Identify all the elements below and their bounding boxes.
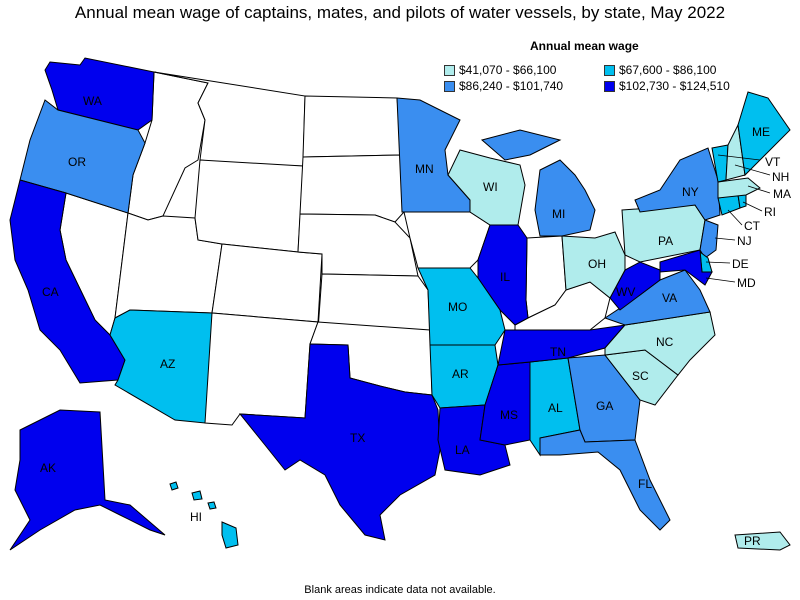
state-nd[interactable] [302, 95, 403, 158]
label-pr: PR [744, 534, 761, 548]
label-il: IL [500, 270, 510, 284]
label-al: AL [548, 401, 563, 415]
state-az[interactable] [109, 309, 213, 424]
label-md: MD [737, 276, 756, 290]
state-co[interactable] [211, 243, 323, 323]
legend-label-2: $67,600 - $86,100 [619, 63, 717, 77]
label-nh: NH [772, 170, 789, 184]
state-or[interactable] [19, 99, 146, 214]
label-wa: WA [83, 94, 102, 108]
legend-item-4: $102,730 - $124,510 [604, 79, 730, 93]
label-ct: CT [744, 219, 761, 233]
label-ar: AR [452, 367, 469, 381]
label-or: OR [68, 155, 86, 169]
state-ri[interactable] [737, 194, 747, 209]
legend-title: Annual mean wage [530, 39, 639, 53]
label-ms: MS [500, 408, 518, 422]
label-ga: GA [596, 399, 613, 413]
state-wv[interactable] [609, 261, 661, 311]
label-hi: HI [190, 510, 202, 524]
state-sd[interactable] [299, 154, 405, 223]
label-mo: MO [448, 300, 467, 314]
state-labels: WA OR CA AZ TX MN WI MI IL MO AR LA MS A… [40, 94, 791, 548]
state-tn[interactable] [497, 324, 627, 366]
legend-label-4: $102,730 - $124,510 [619, 79, 730, 93]
label-vt: VT [765, 155, 781, 169]
label-pa: PA [658, 234, 673, 248]
label-nj: NJ [737, 234, 752, 248]
label-me: ME [752, 125, 770, 139]
label-ak: AK [40, 461, 56, 475]
footnote: Blank areas indicate data not available. [304, 584, 496, 596]
colored-states [9, 57, 791, 551]
label-ma: MA [773, 187, 791, 201]
state-nj[interactable] [699, 219, 719, 259]
state-ks[interactable] [317, 273, 431, 331]
label-ny: NY [682, 185, 699, 199]
legend-swatch-2 [604, 64, 615, 76]
state-ma[interactable] [717, 177, 761, 199]
state-oh[interactable] [561, 231, 626, 299]
leader-lines [705, 154, 771, 283]
state-hi[interactable] [169, 481, 239, 549]
legend-label-3: $86,240 - $101,740 [459, 79, 564, 93]
state-tx[interactable] [238, 343, 441, 541]
legend-label-1: $41,070 - $66,100 [459, 63, 557, 77]
state-wy[interactable] [194, 159, 304, 253]
label-wi: WI [483, 180, 498, 194]
label-de: DE [732, 257, 749, 271]
label-nc: NC [656, 335, 674, 349]
state-il[interactable] [477, 224, 529, 326]
map-title: Annual mean wage of captains, mates, and… [74, 3, 726, 22]
legend-swatch-1 [444, 64, 455, 76]
label-sc: SC [632, 369, 649, 383]
state-mi[interactable] [480, 129, 596, 237]
state-ia[interactable] [402, 211, 491, 269]
label-ri: RI [764, 205, 776, 219]
state-fl[interactable] [539, 429, 671, 531]
legend-swatch-4 [604, 80, 615, 92]
label-ca: CA [42, 285, 59, 299]
label-mi: MI [552, 207, 565, 221]
label-tx: TX [350, 431, 365, 445]
label-wv: WV [616, 285, 635, 299]
legend-item-2: $67,600 - $86,100 [604, 63, 716, 77]
legend-swatch-3 [444, 80, 455, 92]
state-nm[interactable] [204, 312, 319, 426]
label-va: VA [662, 291, 677, 305]
state-ak[interactable] [9, 409, 166, 551]
legend-item-1: $41,070 - $66,100 [444, 63, 556, 77]
label-az: AZ [160, 357, 175, 371]
label-fl: FL [638, 477, 652, 491]
label-mn: MN [415, 162, 434, 176]
label-tn: TN [550, 345, 566, 359]
legend-item-3: $86,240 - $101,740 [444, 79, 563, 93]
label-oh: OH [588, 257, 606, 271]
state-nc[interactable] [604, 311, 716, 376]
territory-pr[interactable] [734, 531, 791, 551]
state-me[interactable] [737, 91, 791, 177]
label-la: LA [455, 443, 470, 457]
